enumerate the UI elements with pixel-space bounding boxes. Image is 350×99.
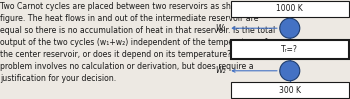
Text: W₁: W₁ — [215, 24, 226, 33]
Text: W₂: W₂ — [215, 66, 226, 75]
Bar — [231, 82, 349, 98]
Text: 300 K: 300 K — [279, 86, 301, 95]
Ellipse shape — [280, 61, 300, 81]
Ellipse shape — [280, 18, 300, 38]
Text: Two Carnot cycles are placed between two reservoirs as shown in the
figure. The : Two Carnot cycles are placed between two… — [0, 2, 275, 83]
Bar — [231, 40, 349, 59]
Text: Tᵣ=?: Tᵣ=? — [281, 45, 298, 54]
Text: 1000 K: 1000 K — [276, 4, 303, 13]
Bar — [231, 1, 349, 17]
